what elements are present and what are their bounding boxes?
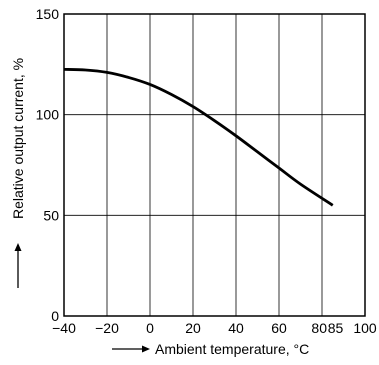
plot-frame bbox=[63, 13, 366, 317]
x-tick-label: 85 bbox=[328, 320, 344, 336]
x-axis-label: Ambient temperature, °C bbox=[155, 341, 309, 357]
x-tick-label: 0 bbox=[146, 320, 154, 336]
series-layer bbox=[63, 67, 334, 207]
y-tick-label: 0 bbox=[51, 308, 59, 324]
y-tick-label: 150 bbox=[36, 6, 60, 22]
x-tick-label: 80 bbox=[311, 320, 327, 336]
x-tick-label: −20 bbox=[95, 320, 119, 336]
x-tick-label: 100 bbox=[353, 320, 377, 336]
y-axis-label: Relative output current, % bbox=[10, 58, 26, 219]
x-tick-label: 20 bbox=[185, 320, 201, 336]
x-tick-label: −40 bbox=[52, 320, 76, 336]
x-axis-arrow bbox=[112, 345, 150, 353]
x-tick-label: 60 bbox=[271, 320, 287, 336]
series-line bbox=[63, 67, 334, 207]
x-tick-label: 40 bbox=[228, 320, 244, 336]
y-axis-arrow bbox=[14, 243, 22, 288]
y-tick-label: 100 bbox=[36, 107, 60, 123]
tick-labels: −40 −20 0 20 40 60 80 85 100 0 50 100 150 bbox=[36, 6, 377, 336]
grid bbox=[64, 14, 365, 316]
y-tick-label: 50 bbox=[43, 207, 59, 223]
